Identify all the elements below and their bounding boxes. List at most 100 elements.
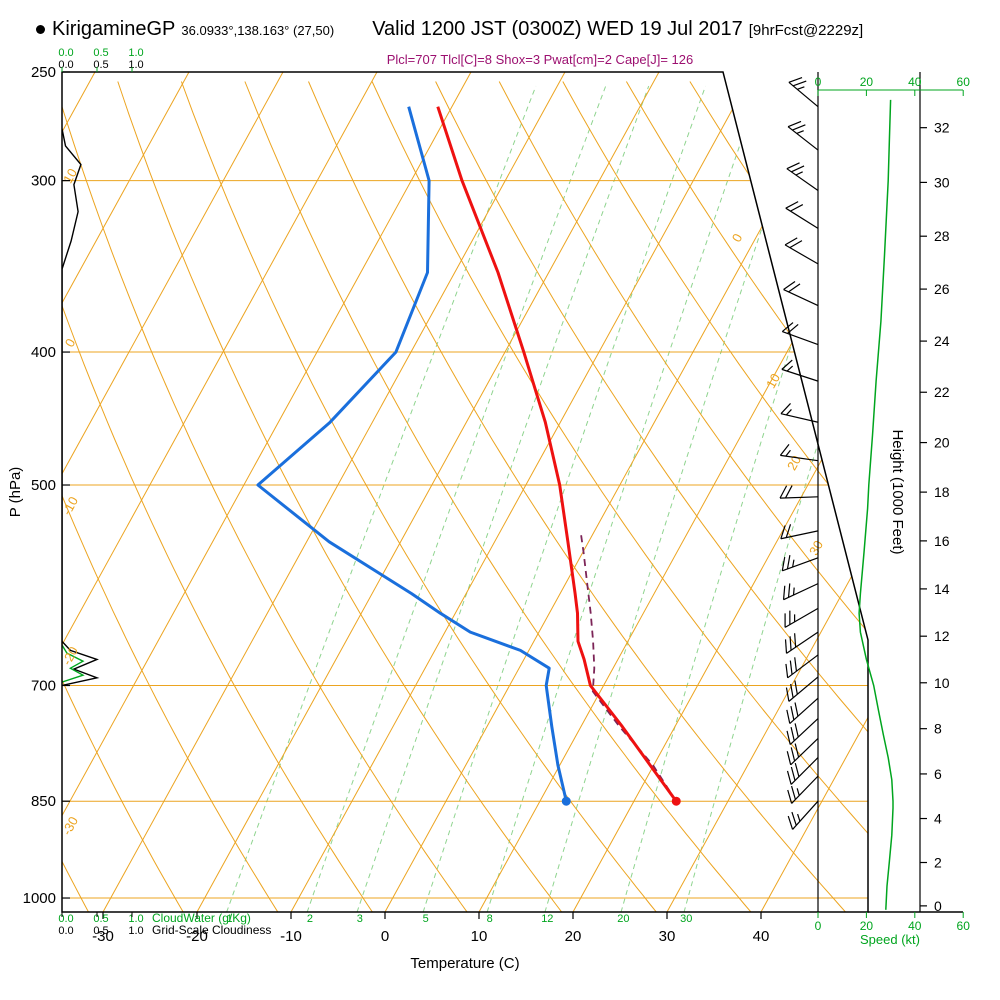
cloudwater-label: CloudWater (g/Kg): [152, 911, 251, 925]
pressure-tick-label: 1000: [23, 890, 56, 907]
wind-barb: [785, 654, 819, 679]
plot-border: [61, 71, 869, 913]
isotherm-label: 30: [806, 538, 826, 558]
station-coordinates: 36.0933°,138.163° (27,50): [181, 23, 335, 38]
valid-time-title: Valid 1200 JST (0300Z) WED 19 Jul 2017: [372, 18, 743, 40]
temp-tick-label: -10: [280, 928, 302, 945]
height-tick-label: 30: [934, 174, 950, 190]
dry-adiabat-line: [62, 81, 184, 912]
pressure-tick-label: 700: [31, 678, 56, 695]
stability-indices: Plcl=707 Tlcl[C]=8 Shox=3 Pwat[cm]=2 Cap…: [386, 52, 694, 67]
speed-tick-label: 40: [908, 75, 922, 89]
cloudiness-scale-label: 1.0: [128, 59, 143, 71]
temperature-curve: [436, 106, 678, 803]
forecast-hour-tag: [9hrFcst@2229z]: [748, 22, 864, 39]
temp-tick-label: 10: [471, 928, 488, 945]
isotherm-line: [196, 72, 660, 912]
dewpoint-curve: [256, 106, 568, 802]
mixing-ratio-line: [486, 85, 761, 912]
height-tick-label: 28: [934, 228, 950, 244]
dry-adiabat-line: [117, 81, 563, 912]
height-tick-label: 0: [934, 898, 942, 914]
cloud-water-profile: [62, 644, 85, 683]
pressure-tick-label: 400: [31, 344, 56, 361]
mixing-ratio-line: [356, 85, 650, 912]
mixing-ratio-label: 8: [487, 913, 493, 925]
cloudwater-scale-label: 0.0: [58, 47, 73, 59]
isotherm-label: 0: [729, 231, 746, 245]
isotherm-line: [384, 72, 848, 912]
height-tick-label: 22: [934, 384, 950, 400]
cloudiness-scale-label: 0.0: [58, 925, 73, 937]
wind-speed-curve: [858, 99, 894, 910]
mixing-ratio-label: 20: [617, 913, 629, 925]
wind-barb: [787, 775, 819, 804]
speed-tick-label: 60: [957, 75, 971, 89]
isotherm-label: 10: [763, 371, 783, 391]
mixing-ratio-label: 2: [307, 913, 313, 925]
dry-adiabat-line: [498, 81, 868, 912]
isotherm-line: [0, 72, 1, 912]
height-tick-label: 20: [934, 435, 950, 451]
mixing-ratio-line: [422, 85, 706, 912]
cloudwater-scale-label: 0.5: [93, 913, 108, 925]
cloudwater-scale-label: 1.0: [128, 47, 143, 59]
height-tick-label: 6: [934, 766, 942, 782]
isotherm-line: [62, 72, 378, 912]
height-tick-label: 16: [934, 533, 950, 549]
isotherm-line: [62, 72, 190, 912]
wind-barb: [780, 524, 819, 540]
wind-barb: [784, 631, 819, 654]
dry-adiabat-line: [944, 82, 1000, 913]
isotherm-line: [102, 72, 566, 912]
dry-adiabat-line: [435, 81, 868, 912]
wind-barb: [787, 120, 819, 151]
wind-barb: [786, 162, 819, 191]
wind-barb: [779, 443, 819, 462]
dry-adiabat-line: [689, 81, 868, 912]
wind-barb: [780, 403, 819, 423]
height-tick-label: 32: [934, 120, 950, 136]
dry-adiabat-line: [62, 81, 373, 912]
height-tick-label: 8: [934, 721, 942, 737]
parcel-curve: [579, 530, 677, 802]
dry-adiabat-line: [562, 81, 868, 912]
mixing-ratio-label: 3: [357, 913, 363, 925]
pressure-tick-label: 300: [31, 173, 56, 190]
speed-tick-label: 20: [860, 75, 874, 89]
dry-adiabat-line: [62, 81, 468, 912]
adiabat-label: 10: [60, 166, 80, 186]
dry-adiabat-line: [244, 81, 752, 912]
cloudiness-scale-label: 1.0: [128, 925, 143, 937]
temp-tick-label: 20: [565, 928, 582, 945]
speed-tick-label: 20: [860, 919, 874, 933]
height-tick-label: 18: [934, 484, 950, 500]
mixing-ratio-line: [683, 85, 868, 912]
isotherm-line: [666, 72, 868, 912]
wind-barb: [786, 757, 819, 785]
cloudiness-scale-label: 0.5: [93, 925, 108, 937]
wind-barb: [782, 583, 819, 601]
isotherm-line: [572, 72, 868, 912]
height-tick-label: 4: [934, 811, 942, 827]
surface-dewpoint-dot: [561, 796, 571, 806]
isotherm-line: [760, 72, 868, 912]
dry-adiabat-line: [308, 81, 847, 912]
pressure-tick-label: 500: [31, 477, 56, 494]
wind-barb: [781, 322, 819, 346]
height-tick-label: 26: [934, 281, 950, 297]
mixing-ratio-label: 30: [680, 913, 692, 925]
dry-adiabat-line: [180, 81, 657, 912]
speed-axis-label: Speed (kt): [860, 932, 920, 947]
adiabat-label: 0: [62, 336, 79, 350]
station-marker-dot: [36, 25, 45, 34]
wind-barb: [784, 237, 819, 265]
temp-tick-label: -20: [186, 928, 208, 945]
mixing-ratio-label: 1: [226, 913, 232, 925]
dry-adiabat-line: [816, 81, 868, 912]
pressure-tick-label: 850: [31, 793, 56, 810]
speed-tick-label: 40: [908, 919, 922, 933]
wind-barb: [781, 359, 819, 382]
wind-barb: [787, 800, 819, 830]
